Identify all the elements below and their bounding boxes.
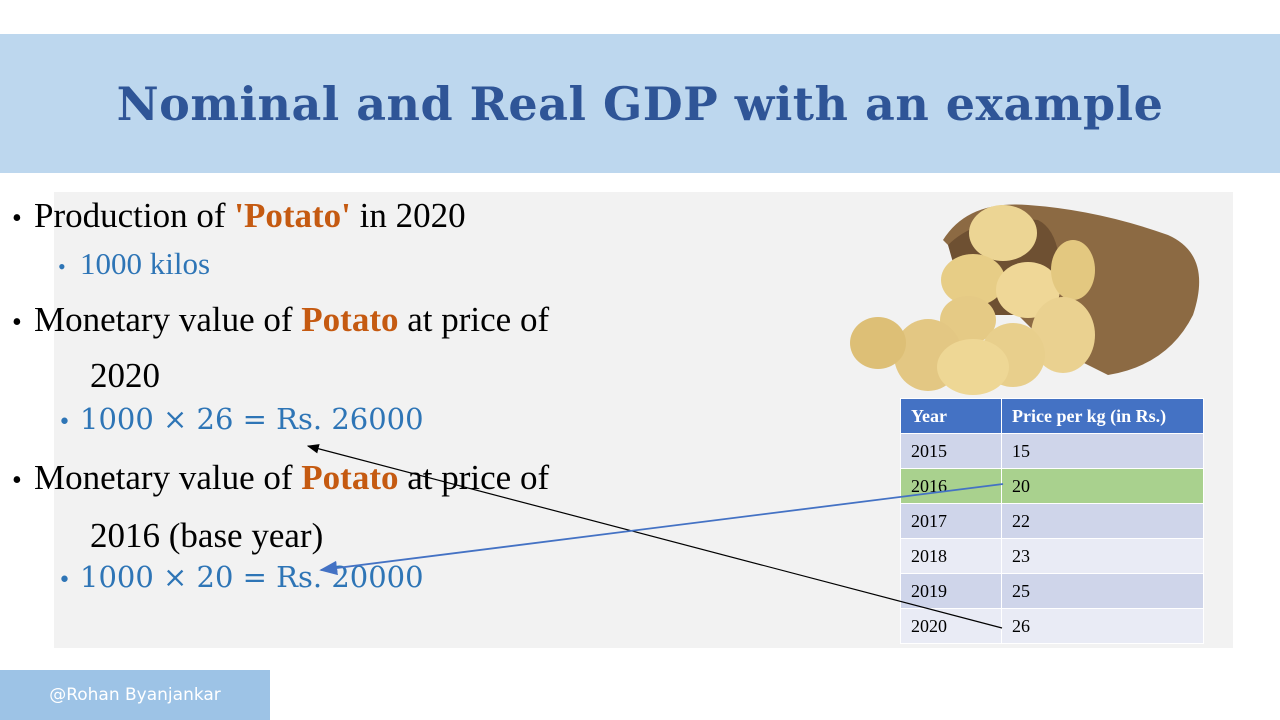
sub-bullet-quantity: • 1000 kilos: [58, 246, 211, 281]
table-row: 2017 22: [900, 503, 1204, 539]
footer-credit: @Rohan Byanjankar: [0, 670, 270, 720]
bullet-icon: •: [12, 203, 22, 234]
table-row: 2018 23: [900, 538, 1204, 574]
sub-bullet-nominal-calc: • 1000 × 26 = Rs. 26000: [58, 402, 424, 436]
header-price: Price per kg (in Rs.): [1001, 398, 1204, 434]
title-band: Nominal and Real GDP with an example: [0, 34, 1280, 173]
bullet-real: • Monetary value of Potato at price of: [12, 450, 549, 509]
bullet-icon: •: [12, 307, 22, 338]
highlight-potato: 'Potato': [234, 196, 351, 235]
highlight-potato: Potato: [301, 458, 399, 497]
highlight-potato: Potato: [301, 300, 399, 339]
bullet-nominal: • Monetary value of Potato at price of: [12, 292, 549, 351]
price-table: Year Price per kg (in Rs.) 2015 15 2016 …: [900, 398, 1204, 644]
table-row: 2015 15: [900, 433, 1204, 469]
bullet-icon: •: [58, 568, 71, 593]
table-row: 2019 25: [900, 573, 1204, 609]
sub-bullet-real-calc: • 1000 × 20 = Rs. 20000: [58, 560, 424, 594]
potato-sack-image: [850, 204, 1200, 395]
bullet-icon: •: [12, 465, 22, 496]
slide-title: Nominal and Real GDP with an example: [116, 76, 1164, 131]
bullet-production: • Production of 'Potato' in 2020: [12, 188, 466, 247]
bullet-icon: •: [58, 410, 71, 435]
bullet-nominal-year: 2020: [90, 356, 160, 395]
header-year: Year: [900, 398, 1002, 434]
bullet-icon: •: [58, 254, 66, 279]
table-row-highlighted: 2016 20: [900, 468, 1204, 504]
bullet-real-year: 2016 (base year): [90, 516, 324, 555]
table-row: 2020 26: [900, 608, 1204, 644]
